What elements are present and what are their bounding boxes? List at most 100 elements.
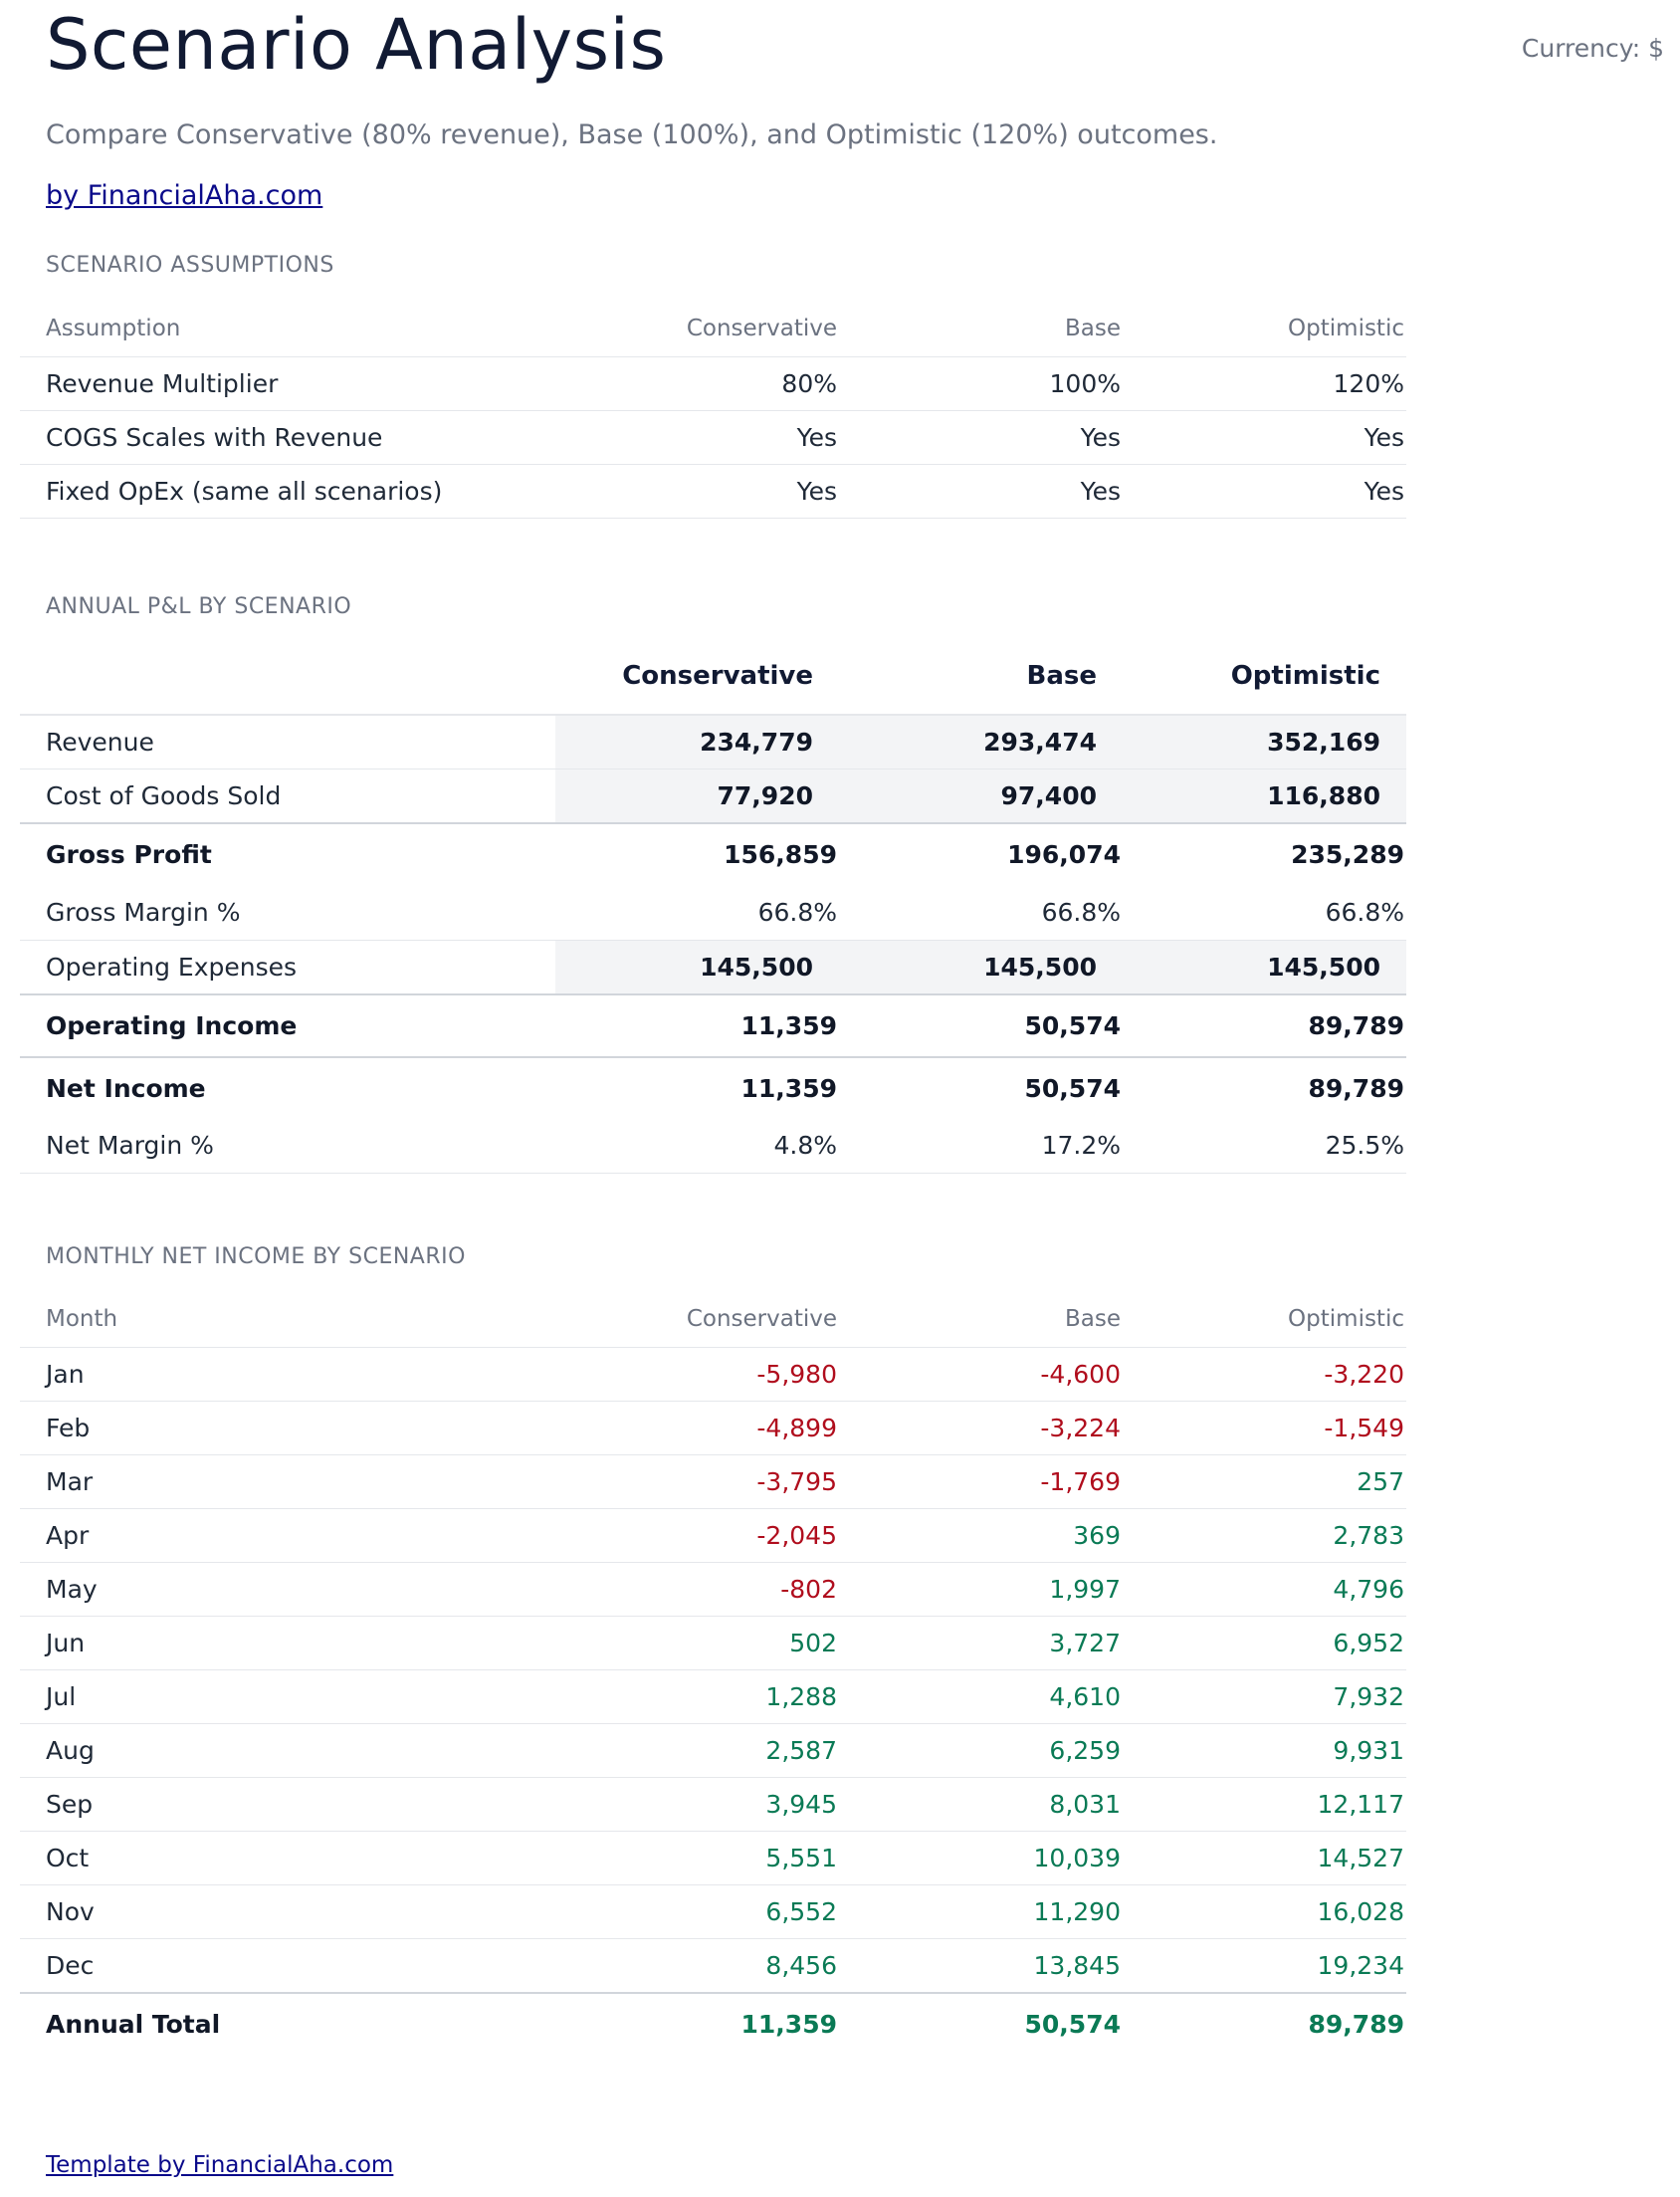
month-label: Apr: [20, 1508, 555, 1563]
monthly-section-title: MONTHLY NET INCOME BY SCENARIO: [46, 1244, 466, 1269]
row-label: Net Margin %: [20, 1118, 555, 1174]
page-title: Scenario Analysis: [46, 4, 667, 86]
table-row: Apr -2,045 369 2,783: [20, 1508, 1406, 1563]
gross-profit-row: Gross Profit 156,859 196,074 235,289: [20, 823, 1406, 885]
table-row: Revenue Multiplier 80% 100% 120%: [20, 356, 1406, 411]
cell-conservative: 2,587: [555, 1723, 839, 1778]
input-cell[interactable]: 145,500: [839, 940, 1123, 995]
month-label: May: [20, 1562, 555, 1617]
row-label: Operating Expenses: [20, 940, 555, 995]
table-row: Jan -5,980 -4,600 -3,220: [20, 1347, 1406, 1402]
month-label: Nov: [20, 1884, 555, 1939]
table-row: Feb -4,899 -3,224 -1,549: [20, 1401, 1406, 1455]
value-cell: 89,789: [1123, 994, 1406, 1058]
cell-conservative: -3,795: [555, 1454, 839, 1509]
cell-base: 1,997: [839, 1562, 1123, 1617]
value-cell: 196,074: [1007, 840, 1121, 869]
month-label: Feb: [20, 1401, 555, 1455]
table-row: Dec 8,456 13,845 19,234: [20, 1938, 1406, 1994]
footer-template-link[interactable]: Template by FinancialAha.com: [46, 2152, 394, 2178]
column-header: [20, 638, 555, 716]
cell-optimistic: 120%: [1123, 356, 1406, 411]
month-label: Jun: [20, 1616, 555, 1670]
cell-optimistic: 19,234: [1123, 1938, 1406, 1994]
assumptions-header-row: Assumption Conservative Base Optimistic: [20, 301, 1406, 357]
month-label: Mar: [20, 1454, 555, 1509]
value-cell: 25.5%: [1123, 1118, 1406, 1174]
row-label: Fixed OpEx (same all scenarios): [20, 464, 555, 519]
cell-base: 4,610: [839, 1669, 1123, 1724]
monthly-header-row: Month Conservative Base Optimistic: [20, 1291, 1406, 1348]
month-label: Sep: [20, 1777, 555, 1832]
table-row: Jun 502 3,727 6,952: [20, 1616, 1406, 1670]
brand-link[interactable]: by FinancialAha.com: [46, 180, 323, 211]
page-subtitle: Compare Conservative (80% revenue), Base…: [46, 119, 1218, 150]
value-cell: 89,789: [1308, 1073, 1404, 1103]
input-cell[interactable]: 116,880: [1123, 769, 1406, 824]
table-row: Nov 6,552 11,290 16,028: [20, 1884, 1406, 1939]
cell-optimistic: 4,796: [1123, 1562, 1406, 1617]
cell-optimistic: -3,220: [1123, 1347, 1406, 1402]
cell-base: 369: [839, 1508, 1123, 1563]
row-label: Annual Total: [20, 1992, 555, 2054]
value-cell: 50,574: [1024, 1073, 1121, 1103]
month-label: Dec: [20, 1938, 555, 1994]
value-cell: 235,289: [1291, 840, 1404, 869]
input-cell[interactable]: 97,400: [839, 769, 1123, 824]
cell-conservative: 1,288: [555, 1669, 839, 1724]
opex-row: Operating Expenses 145,500 145,500 145,5…: [20, 940, 1406, 995]
cell-optimistic: 7,932: [1123, 1669, 1406, 1724]
cell-conservative: -802: [555, 1562, 839, 1617]
row-label: Gross Margin %: [46, 898, 241, 927]
total-cell: 89,789: [1123, 1992, 1406, 2054]
cell-base: Yes: [839, 410, 1123, 465]
cell-base: 3,727: [839, 1616, 1123, 1670]
cell-conservative: 8,456: [555, 1938, 839, 1994]
value-cell: 4.8%: [555, 1118, 839, 1174]
row-label: Operating Income: [20, 994, 555, 1058]
cell-conservative: 80%: [555, 356, 839, 411]
input-cell[interactable]: 145,500: [555, 940, 839, 995]
cell-conservative: -5,980: [555, 1347, 839, 1402]
cell-base: -3,224: [839, 1401, 1123, 1455]
cell-conservative: -2,045: [555, 1508, 839, 1563]
table-row: Oct 5,551 10,039 14,527: [20, 1831, 1406, 1885]
column-header: Month: [20, 1291, 555, 1348]
value-cell: 50,574: [839, 994, 1123, 1058]
value-cell: 11,359: [740, 1073, 837, 1103]
table-row: COGS Scales with Revenue Yes Yes Yes: [20, 410, 1406, 465]
value-cell: 66.8%: [1325, 898, 1404, 927]
input-cell[interactable]: 352,169: [1123, 715, 1406, 769]
monthly-table: Month Conservative Base Optimistic Jan -5…: [20, 1291, 1406, 2054]
pl-header-row: Conservative Base Optimistic: [20, 638, 1406, 716]
table-row: Mar -3,795 -1,769 257: [20, 1454, 1406, 1509]
column-header: Optimistic: [1123, 1291, 1406, 1348]
operating-income-row: Operating Income 11,359 50,574 89,789: [20, 994, 1406, 1058]
cell-conservative: 502: [555, 1616, 839, 1670]
cell-base: 10,039: [839, 1831, 1123, 1885]
column-header: Assumption: [20, 301, 555, 357]
input-cell[interactable]: 145,500: [1123, 940, 1406, 995]
input-cell[interactable]: 77,920: [555, 769, 839, 824]
column-header: Base: [839, 638, 1123, 716]
cell-optimistic: Yes: [1123, 464, 1406, 519]
cell-optimistic: 9,931: [1123, 1723, 1406, 1778]
value-cell: 11,359: [555, 994, 839, 1058]
table-row: Fixed OpEx (same all scenarios) Yes Yes …: [20, 464, 1406, 519]
annual-total-row: Annual Total 11,359 50,574 89,789: [20, 1992, 1406, 2054]
cell-optimistic: 12,117: [1123, 1777, 1406, 1832]
value-cell: 17.2%: [839, 1118, 1123, 1174]
net-income-row: Net Income 11,359 50,574 89,789: [20, 1057, 1406, 1118]
cell-base: 8,031: [839, 1777, 1123, 1832]
input-cell[interactable]: 234,779: [555, 715, 839, 769]
pl-section-title: ANNUAL P&L BY SCENARIO: [46, 594, 352, 619]
input-cell[interactable]: 293,474: [839, 715, 1123, 769]
table-row: May -802 1,997 4,796: [20, 1562, 1406, 1617]
total-cell: 11,359: [555, 1992, 839, 2054]
gross-margin-row: Gross Margin % 66.8% 66.8% 66.8%: [20, 885, 1406, 941]
row-label: COGS Scales with Revenue: [20, 410, 555, 465]
revenue-row: Revenue 234,779 293,474 352,169: [20, 715, 1406, 769]
cell-optimistic: Yes: [1123, 410, 1406, 465]
cell-optimistic: 16,028: [1123, 1884, 1406, 1939]
value-cell: 156,859: [724, 840, 837, 869]
